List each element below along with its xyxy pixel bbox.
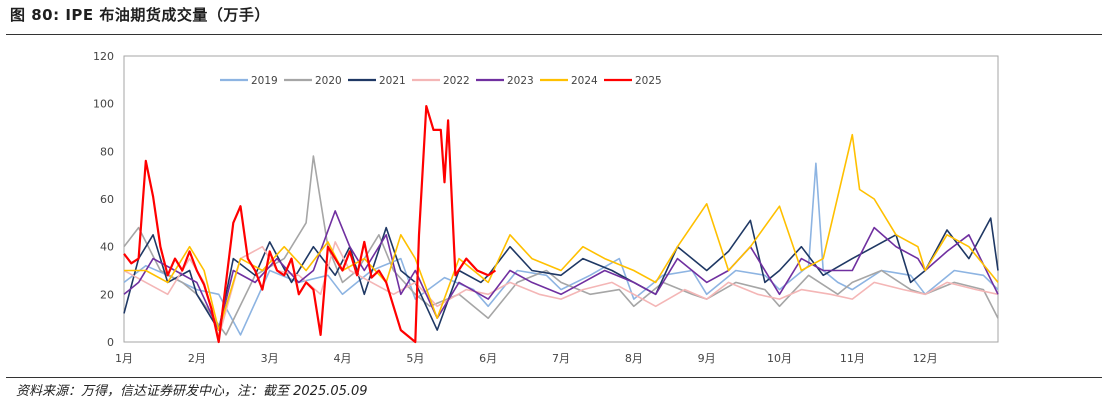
series-line-2024 — [124, 133, 999, 331]
legend-label-2023: 2023 — [507, 75, 534, 87]
y-tick-label: 0 — [107, 336, 114, 349]
legend-label-2025: 2025 — [635, 75, 662, 87]
x-tick-label: 3月 — [261, 352, 279, 365]
legend-label-2021: 2021 — [379, 75, 406, 87]
series-line-2025 — [123, 104, 497, 344]
y-tick-label: 60 — [100, 193, 114, 206]
series-line-2023 — [123, 210, 999, 331]
source-divider — [6, 377, 1102, 378]
x-axis: 1月 2月 3月 4月 5月 6月 7月 8月 9月 10月 11月 12月 — [115, 352, 938, 365]
x-tick-label: 4月 — [334, 352, 352, 365]
x-tick-label: 11月 — [840, 352, 865, 365]
x-tick-label: 7月 — [552, 352, 570, 365]
x-tick-label: 2月 — [188, 352, 206, 365]
figure-title: 图 80: IPE 布油期货成交量（万手） — [10, 6, 270, 24]
legend: 2019 2020 2021 2022 2023 2024 2025 — [220, 75, 662, 87]
legend-label-2020: 2020 — [315, 75, 342, 87]
x-tick-label: 5月 — [406, 352, 424, 365]
x-tick-label: 8月 — [625, 352, 643, 365]
y-tick-label: 80 — [100, 145, 114, 158]
series-line-2021 — [123, 217, 999, 331]
x-tick-label: 10月 — [767, 352, 792, 365]
volume-line-chart: 0 20 40 60 80 100 120 1月 2月 3月 4月 5月 6月 7月 8月 9月 10月 11月… — [93, 50, 999, 365]
legend-label-2024: 2024 — [571, 75, 598, 87]
legend-label-2022: 2022 — [443, 75, 470, 87]
y-tick-label: 40 — [100, 241, 114, 254]
x-tick-label: 12月 — [913, 352, 938, 365]
x-tick-label: 1月 — [115, 352, 133, 365]
series-line-2022 — [123, 241, 999, 339]
x-tick-label: 9月 — [698, 352, 716, 365]
legend-label-2019: 2019 — [251, 75, 278, 87]
title-divider — [6, 34, 1102, 35]
y-axis: 0 20 40 60 80 100 120 — [93, 50, 114, 349]
y-tick-label: 20 — [100, 288, 114, 301]
y-tick-label: 100 — [93, 98, 114, 111]
y-tick-label: 120 — [93, 50, 114, 63]
x-tick-label: 6月 — [479, 352, 497, 365]
source-note: 资料来源：万得，信达证券研发中心，注：截至 2025.05.09 — [16, 384, 368, 399]
series-lines — [123, 104, 999, 344]
